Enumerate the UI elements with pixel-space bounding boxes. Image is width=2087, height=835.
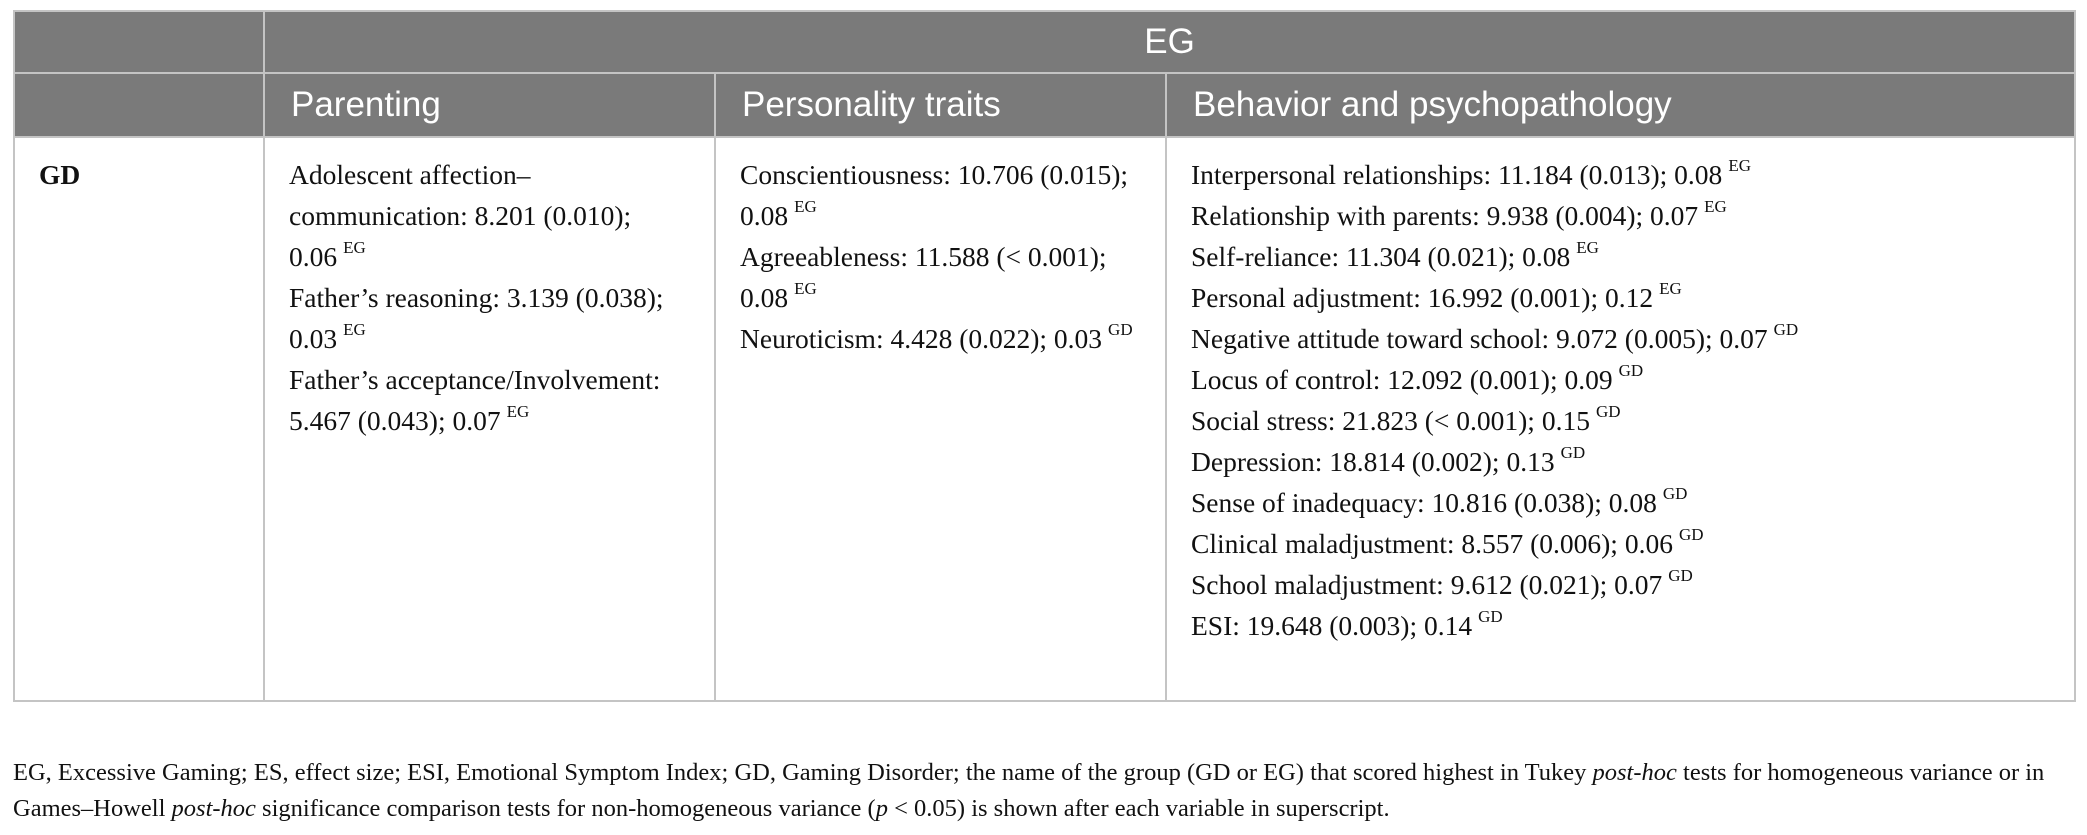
footnote-text: < 0.05) is shown after each variable in … xyxy=(887,795,1390,822)
header-parenting: Parenting xyxy=(263,72,716,138)
list-item: Interpersonal relationships: 11.184 (0.0… xyxy=(1191,154,2050,195)
entry-text: Adolescent affection–communication: 8.20… xyxy=(289,159,632,272)
entry-text: Father’s reasoning: 3.139 (0.038); 0.03 xyxy=(289,282,664,354)
group-superscript: GD xyxy=(1595,402,1621,421)
entry-text: Interpersonal relationships: 11.184 (0.0… xyxy=(1191,159,1723,190)
list-item: Conscientiousness: 10.706 (0.015); 0.08 E… xyxy=(740,154,1141,236)
group-superscript: GD xyxy=(1678,525,1704,544)
list-item: Self-reliance: 11.304 (0.021); 0.08 EG xyxy=(1191,236,2050,277)
group-superscript: EG xyxy=(506,402,530,421)
group-superscript: GD xyxy=(1618,361,1644,380)
group-superscript: GD xyxy=(1773,320,1799,339)
footnote-text: significance comparison tests for non-ho… xyxy=(255,795,876,822)
behavior-list: Interpersonal relationships: 11.184 (0.0… xyxy=(1191,154,2050,646)
entry-text: Neuroticism: 4.428 (0.022); 0.03 xyxy=(740,323,1103,354)
header-personality-traits: Personality traits xyxy=(714,72,1167,138)
entry-text: Locus of control: 12.092 (0.001); 0.09 xyxy=(1191,364,1613,395)
results-table: EG Parenting Personality traits Behavior… xyxy=(13,10,2077,702)
group-superscript: EG xyxy=(343,238,366,257)
group-superscript: EG xyxy=(1659,279,1682,298)
entry-text: Self-reliance: 11.304 (0.021); 0.08 xyxy=(1191,241,1571,272)
list-item: Neuroticism: 4.428 (0.022); 0.03 GD xyxy=(740,318,1141,359)
group-superscript: EG xyxy=(794,279,817,298)
list-item: Personal adjustment: 16.992 (0.001); 0.1… xyxy=(1191,277,2050,318)
entry-text: Negative attitude toward school: 9.072 (… xyxy=(1191,323,1768,354)
header-row-group: EG xyxy=(13,10,2077,74)
table-row: GD Adolescent affection–communication: 8… xyxy=(13,136,2077,702)
list-item: ESI: 19.648 (0.003); 0.14 GD xyxy=(1191,605,2050,646)
entry-text: Depression: 18.814 (0.002); 0.13 xyxy=(1191,446,1555,477)
entry-text: ESI: 19.648 (0.003); 0.14 xyxy=(1191,610,1473,641)
list-item: Clinical maladjustment: 8.557 (0.006); 0… xyxy=(1191,523,2050,564)
list-item: Father’s acceptance/Involvement: 5.467 (… xyxy=(289,359,690,441)
entry-text: Personal adjustment: 16.992 (0.001); 0.1… xyxy=(1191,282,1654,313)
group-superscript: GD xyxy=(1478,607,1503,626)
entry-text: Agreeableness: 11.588 (< 0.001); 0.08 xyxy=(740,241,1107,313)
entry-text: Sense of inadequacy: 10.816 (0.038); 0.0… xyxy=(1191,487,1657,518)
entry-text: School maladjustment: 9.612 (0.021); 0.0… xyxy=(1191,569,1663,600)
results-table-container: EG Parenting Personality traits Behavior… xyxy=(13,10,2077,702)
group-superscript: GD xyxy=(1668,566,1693,585)
group-superscript: GD xyxy=(1108,320,1133,339)
entry-text: Clinical maladjustment: 8.557 (0.006); 0… xyxy=(1191,528,1673,559)
header-empty-cell xyxy=(13,72,265,138)
parenting-cell: Adolescent affection–communication: 8.20… xyxy=(263,136,716,702)
header-group-eg: EG xyxy=(262,10,2077,74)
list-item: Sense of inadequacy: 10.816 (0.038); 0.0… xyxy=(1191,482,2050,523)
row-label-gd: GD xyxy=(13,136,265,702)
list-item: School maladjustment: 9.612 (0.021); 0.0… xyxy=(1191,564,2050,605)
footnote-text: tests for homogeneous variance or in Gam… xyxy=(13,759,2045,822)
personality-cell: Conscientiousness: 10.706 (0.015); 0.08 E… xyxy=(714,136,1167,702)
footnote-italic-p: p xyxy=(875,795,888,822)
group-superscript: EG xyxy=(1704,197,1727,216)
list-item: Father’s reasoning: 3.139 (0.038); 0.03 E… xyxy=(289,277,690,359)
footnote-italic-post-hoc: post-hoc xyxy=(1592,759,1677,786)
list-item: Relationship with parents: 9.938 (0.004)… xyxy=(1191,195,2050,236)
entry-text: Conscientiousness: 10.706 (0.015); 0.08 xyxy=(740,159,1129,231)
footnote-text: EG, Excessive Gaming; ES, effect size; E… xyxy=(13,759,1593,786)
header-behavior-psychopathology: Behavior and psychopathology xyxy=(1164,72,2077,138)
group-superscript: GD xyxy=(1662,484,1688,503)
header-empty-cell xyxy=(13,10,265,74)
list-item: Adolescent affection–communication: 8.20… xyxy=(289,154,690,277)
personality-list: Conscientiousness: 10.706 (0.015); 0.08 E… xyxy=(740,154,1141,359)
header-row-columns: Parenting Personality traits Behavior an… xyxy=(13,72,2077,138)
list-item: Depression: 18.814 (0.002); 0.13 GD xyxy=(1191,441,2050,482)
list-item: Negative attitude toward school: 9.072 (… xyxy=(1191,318,2050,359)
parenting-list: Adolescent affection–communication: 8.20… xyxy=(289,154,690,441)
group-superscript: EG xyxy=(1728,156,1751,175)
footnote-italic-post-hoc: post-hoc xyxy=(171,795,256,822)
entry-text: Relationship with parents: 9.938 (0.004)… xyxy=(1191,200,1699,231)
group-superscript: EG xyxy=(794,197,817,216)
list-item: Locus of control: 12.092 (0.001); 0.09 GD xyxy=(1191,359,2050,400)
behavior-cell: Interpersonal relationships: 11.184 (0.0… xyxy=(1164,136,2077,702)
list-item: Social stress: 21.823 (< 0.001); 0.15 GD xyxy=(1191,400,2050,441)
group-superscript: EG xyxy=(343,320,366,339)
group-superscript: GD xyxy=(1560,443,1586,462)
list-item: Agreeableness: 11.588 (< 0.001); 0.08 EG xyxy=(740,236,1141,318)
entry-text: Father’s acceptance/Involvement: 5.467 (… xyxy=(289,364,661,436)
entry-text: Social stress: 21.823 (< 0.001); 0.15 xyxy=(1191,405,1590,436)
group-superscript: EG xyxy=(1576,238,1599,257)
table-footnote: EG, Excessive Gaming; ES, effect size; E… xyxy=(13,755,2074,827)
